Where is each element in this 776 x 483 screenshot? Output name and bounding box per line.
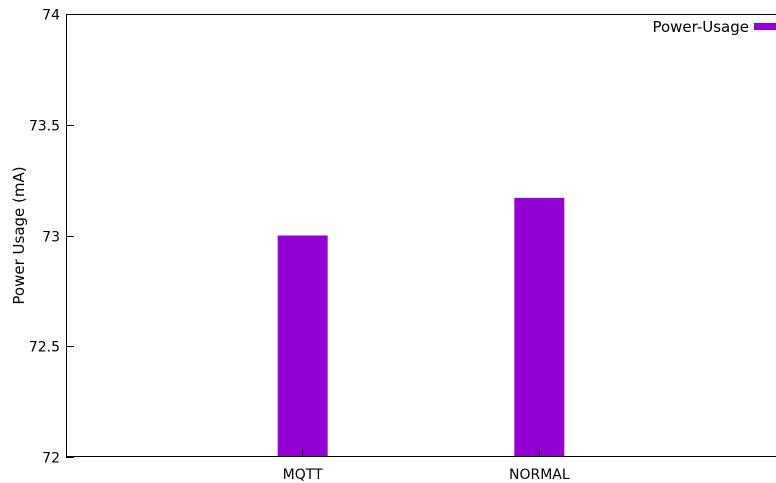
legend-swatch-power-usage [754,23,776,30]
y-tick-label: 73 [42,230,60,246]
x-axis-category-labels: MQTT NORMAL [283,467,570,483]
x-tick-label-mqtt: MQTT [283,467,323,483]
bar-mqtt [277,235,328,457]
y-tick-label: 72 [42,451,60,467]
plot-frame [66,14,776,457]
y-tick-label: 74 [42,8,60,24]
y-axis-tick-labels: 72 72.5 73 73.5 74 [29,8,60,467]
y-tick-label: 73.5 [29,119,60,135]
bar-normal [514,197,565,457]
y-axis-title: Power Usage (mA) [10,166,28,304]
y-axis-ticks [66,14,74,458]
legend-label-power-usage: Power-Usage [652,18,749,36]
legend: Power-Usage [652,18,776,36]
y-tick-label: 72.5 [29,340,60,356]
bars [277,197,565,457]
x-tick-label-normal: NORMAL [509,467,570,483]
